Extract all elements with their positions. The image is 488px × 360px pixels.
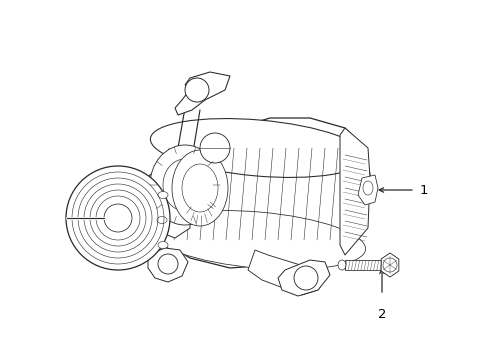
Polygon shape xyxy=(247,250,325,295)
Ellipse shape xyxy=(163,159,206,211)
Ellipse shape xyxy=(157,216,167,224)
Ellipse shape xyxy=(66,166,170,270)
Ellipse shape xyxy=(104,204,132,232)
Polygon shape xyxy=(278,260,329,296)
Ellipse shape xyxy=(150,145,220,225)
Polygon shape xyxy=(148,155,190,238)
Ellipse shape xyxy=(182,164,218,212)
Ellipse shape xyxy=(362,181,372,195)
Polygon shape xyxy=(357,175,377,205)
Text: 2: 2 xyxy=(377,308,386,321)
Polygon shape xyxy=(148,248,187,282)
Ellipse shape xyxy=(158,192,168,198)
Polygon shape xyxy=(175,72,229,115)
Ellipse shape xyxy=(184,78,208,102)
Polygon shape xyxy=(345,260,384,270)
Ellipse shape xyxy=(158,254,178,274)
Text: 1: 1 xyxy=(419,184,427,197)
Ellipse shape xyxy=(200,133,229,163)
Polygon shape xyxy=(148,118,369,268)
Ellipse shape xyxy=(158,242,168,248)
Polygon shape xyxy=(339,128,369,255)
Ellipse shape xyxy=(150,211,365,269)
Ellipse shape xyxy=(172,150,227,226)
Polygon shape xyxy=(380,253,398,277)
Ellipse shape xyxy=(337,260,346,270)
Ellipse shape xyxy=(293,266,317,290)
Ellipse shape xyxy=(382,258,396,272)
Ellipse shape xyxy=(150,118,365,177)
